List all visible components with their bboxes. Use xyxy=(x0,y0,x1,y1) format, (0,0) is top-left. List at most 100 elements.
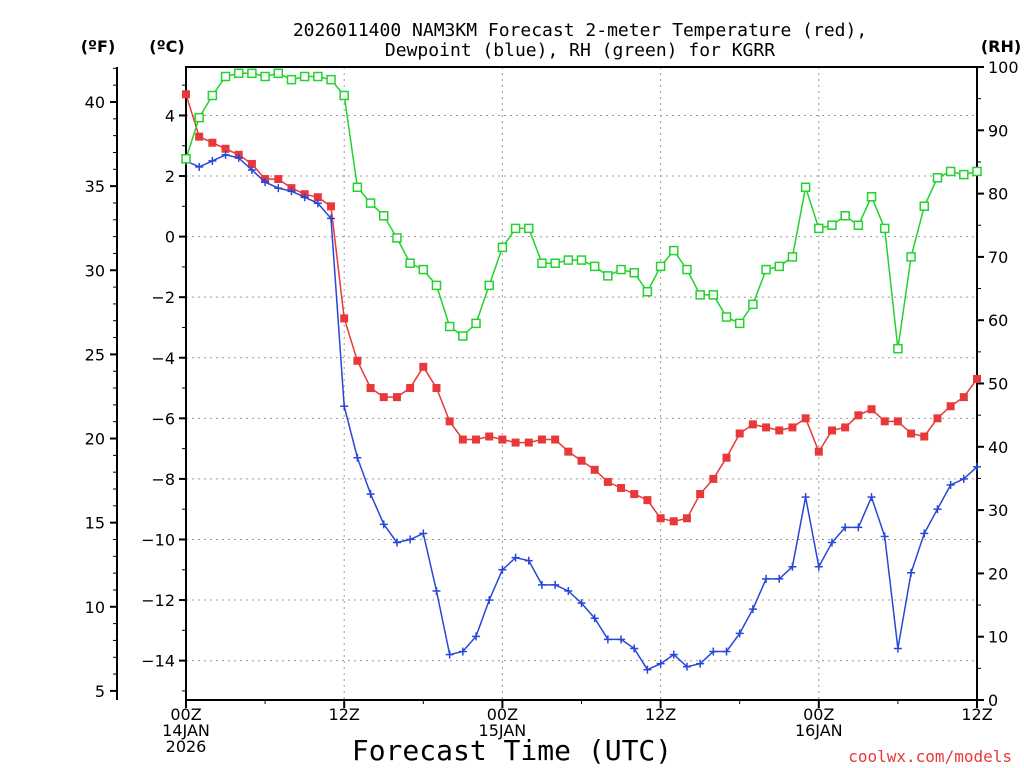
temperature-point xyxy=(946,402,955,411)
dewpoint-point xyxy=(696,659,705,668)
celsius-tick-label: −10 xyxy=(141,530,175,549)
temperature-point xyxy=(630,490,639,499)
dewpoint-point xyxy=(564,586,573,595)
temperature-point xyxy=(907,429,916,438)
dewpoint-point xyxy=(353,453,362,462)
rh-point xyxy=(537,258,547,268)
rh-point xyxy=(853,220,864,230)
dewpoint-point xyxy=(775,574,784,583)
temperature-point xyxy=(182,90,190,99)
dewpoint-point xyxy=(208,156,217,165)
temperature-point xyxy=(827,426,836,435)
dewpoint-point xyxy=(537,580,546,589)
rh-point xyxy=(748,299,758,310)
temperature-point xyxy=(920,432,929,441)
x-tick-label: 12Z xyxy=(329,705,360,724)
dewpoint-point xyxy=(788,562,797,571)
dewpoint-point xyxy=(274,184,283,193)
dewpoint-point xyxy=(551,580,560,589)
temperature-point xyxy=(353,356,362,365)
dewpoint-point xyxy=(234,153,243,162)
temperature-point xyxy=(590,465,599,474)
rh-point xyxy=(734,318,745,329)
rh-point xyxy=(444,321,455,332)
x-axis-title: Forecast Time (UTC) xyxy=(352,734,672,767)
rh-point xyxy=(497,242,508,253)
temperature-point xyxy=(735,429,744,438)
fahrenheit-tick-label: 10 xyxy=(85,598,105,617)
rh-point xyxy=(589,261,600,272)
dewpoint-point xyxy=(195,162,204,171)
dewpoint-point xyxy=(907,568,916,577)
x-tick-label: 12Z xyxy=(961,705,992,724)
fahrenheit-tick-label: 25 xyxy=(85,345,105,364)
rh-point xyxy=(787,252,798,262)
celsius-tick-label: −6 xyxy=(151,409,175,428)
rh-point xyxy=(313,71,323,82)
dewpoint-point xyxy=(854,523,863,532)
rh-point xyxy=(471,318,481,329)
rh-point xyxy=(392,233,402,243)
dewpoint-point xyxy=(762,574,771,583)
x-tick-label: 16JAN xyxy=(795,721,843,740)
axes xyxy=(110,66,984,708)
temperature-point xyxy=(406,384,415,393)
rh-point xyxy=(563,255,574,265)
rh-point xyxy=(919,201,930,212)
fahrenheit-tick-label: 40 xyxy=(85,93,105,112)
dewpoint-point xyxy=(643,665,652,674)
celsius-tick-label: 4 xyxy=(165,106,175,125)
dewpoint-point xyxy=(735,629,744,638)
rh-point xyxy=(247,68,257,79)
x-tick-label: 2026 xyxy=(166,737,207,756)
rh-line xyxy=(185,72,978,349)
rh-point xyxy=(550,258,560,268)
temperature-point xyxy=(208,138,217,147)
celsius-tick-label: 0 xyxy=(165,228,175,247)
temperature-point xyxy=(195,132,204,141)
rh-point xyxy=(365,198,376,208)
rh-point xyxy=(273,68,284,79)
fahrenheit-tick-label: 30 xyxy=(85,261,105,280)
temperature-point xyxy=(893,417,902,426)
rh-point xyxy=(299,71,310,82)
rh-point xyxy=(945,166,956,177)
temperature-point xyxy=(327,202,336,211)
temperature-point xyxy=(551,435,560,444)
temperature-point xyxy=(564,447,573,456)
dewpoint-point xyxy=(221,150,230,159)
temperature-point xyxy=(854,411,863,420)
rh-point xyxy=(233,68,244,79)
temperature-point xyxy=(788,423,797,432)
dewpoint-point xyxy=(366,490,375,499)
rh-point xyxy=(866,192,877,202)
temperature-point xyxy=(603,477,612,486)
celsius-tick-label: −8 xyxy=(151,470,175,489)
rh-tick-label: 70 xyxy=(988,248,1008,267)
temperature-point xyxy=(841,423,850,432)
rh-point xyxy=(840,211,850,221)
temperature-point xyxy=(419,362,428,371)
temperature-point xyxy=(762,423,771,432)
dewpoint-point xyxy=(722,647,731,656)
temperature-point xyxy=(366,384,375,393)
rh-point xyxy=(972,166,982,177)
rh-point xyxy=(181,154,191,164)
celsius-tick-label: −4 xyxy=(151,349,175,368)
rh-tick-label: 20 xyxy=(988,564,1008,583)
dewpoint-point xyxy=(300,193,309,202)
chart-title-line1: 2026011400 NAM3KM Forecast 2-meter Tempe… xyxy=(293,20,867,41)
temperature-point xyxy=(959,393,968,402)
temperature-point xyxy=(867,405,876,414)
dewpoint-point xyxy=(458,647,467,656)
temperature-point xyxy=(340,314,349,323)
temperature-point xyxy=(775,426,784,435)
temperature-point xyxy=(682,514,691,523)
fahrenheit-tick-label: 35 xyxy=(85,177,105,196)
rh-tick-label: 60 xyxy=(988,311,1008,330)
temperature-point xyxy=(537,435,546,444)
fahrenheit-unit-label: (ºF) xyxy=(81,37,116,56)
temperature-point xyxy=(801,414,810,423)
